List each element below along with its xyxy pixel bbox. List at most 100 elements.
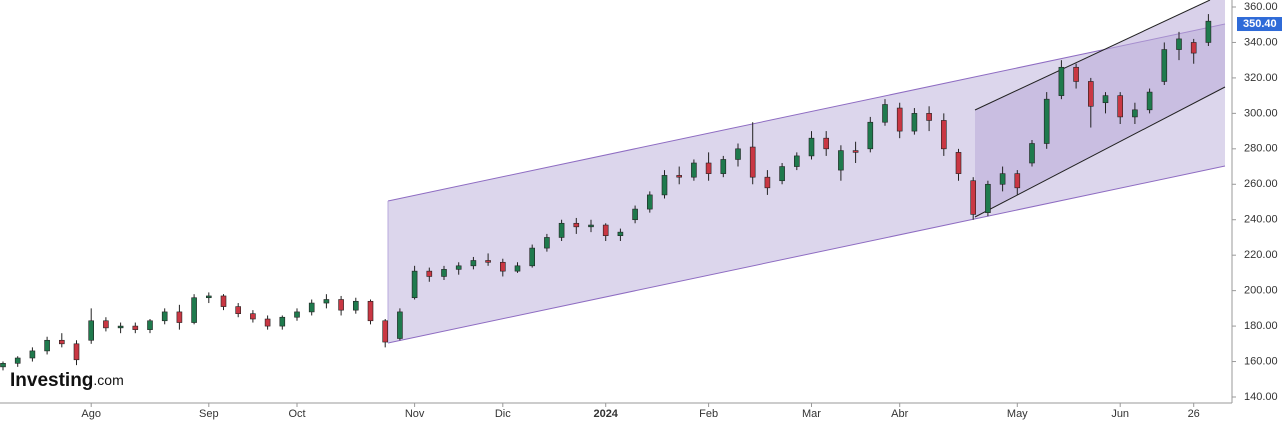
candle-body: [896, 107, 903, 132]
candle-body: [0, 363, 6, 368]
candle-body: [1088, 81, 1094, 107]
candles: [0, 14, 1212, 371]
candle-body: [867, 121, 874, 150]
x-tick-label: 2024: [593, 408, 618, 420]
candle-body: [338, 299, 344, 311]
candle-body: [558, 222, 565, 238]
y-tick-label: 280.00: [1244, 143, 1278, 155]
candle-body: [617, 231, 624, 236]
candle-body: [705, 162, 712, 174]
candle-body: [206, 295, 212, 299]
candle-body: [1132, 109, 1138, 118]
candle-body: [632, 208, 638, 221]
candle-body: [294, 311, 300, 318]
x-tick-label: Mar: [802, 408, 821, 420]
candle-body: [1058, 66, 1065, 96]
candle-body: [1176, 38, 1182, 50]
candle-body: [588, 224, 594, 228]
candle-body: [1102, 95, 1109, 104]
y-tick-label: 180.00: [1244, 320, 1278, 332]
x-tick-label: Nov: [405, 408, 425, 420]
candle-body: [970, 180, 977, 215]
candle-body: [250, 313, 256, 320]
x-tick-label: Jun: [1111, 408, 1129, 420]
candle-body: [911, 113, 918, 132]
channel-lower: [387, 165, 1226, 344]
candle-body: [646, 194, 653, 210]
candle-body: [940, 120, 947, 150]
candle-body: [279, 316, 286, 327]
y-tick-label: 260.00: [1244, 178, 1278, 190]
candle-body: [264, 318, 271, 327]
candle-body: [779, 166, 785, 182]
y-tick-label: 240.00: [1244, 214, 1278, 226]
candle-body: [661, 175, 668, 196]
x-tick-label: Dic: [495, 408, 511, 420]
candle-body: [735, 148, 741, 160]
candle-body: [147, 320, 153, 330]
candle-body: [838, 150, 844, 171]
candle-body: [117, 325, 124, 329]
candle-body: [441, 269, 447, 277]
candle-body: [499, 261, 506, 272]
candle-body: [58, 339, 65, 345]
x-tick-label: May: [1007, 408, 1028, 420]
candle-body: [691, 162, 697, 178]
inner-channel-lower: [974, 86, 1226, 218]
candle-body: [44, 339, 50, 352]
candle-body: [999, 173, 1006, 185]
candle-body: [382, 320, 389, 343]
candle-body: [191, 297, 197, 323]
candle-body: [367, 300, 374, 322]
y-tick-label: 220.00: [1244, 249, 1278, 261]
logo-brand: Investing: [10, 370, 93, 391]
x-tick-label: Ago: [81, 408, 101, 420]
axes: 140.00 160.00 180.00 200.00 220.00 240.00 260.…: [81, 1, 1282, 420]
channel-upper: [387, 23, 1226, 202]
candle-body: [1161, 49, 1168, 82]
candle-body: [470, 260, 477, 267]
last-price-box: [1237, 17, 1282, 32]
candle-body: [73, 343, 80, 361]
candle-body: [544, 237, 550, 249]
candle-body: [1190, 42, 1197, 54]
candle-body: [1117, 95, 1123, 118]
logo-suffix: .com: [93, 372, 123, 388]
candle-body: [955, 152, 962, 174]
logo: Investing.com: [10, 370, 124, 391]
candle-body: [1043, 98, 1050, 144]
candle-body: [352, 300, 359, 311]
inner-channel-upper: [974, 0, 1211, 111]
candle-body: [573, 222, 580, 228]
candle-body: [764, 176, 771, 189]
candle-body: [88, 320, 94, 341]
x-tick-label: Oct: [288, 408, 305, 420]
candle-body: [1205, 20, 1212, 43]
y-tick-label: 160.00: [1244, 355, 1278, 367]
candle-body: [749, 146, 756, 178]
candle-body: [323, 299, 330, 304]
candle-body: [514, 265, 521, 272]
y-tick-label: 360.00: [1244, 1, 1278, 13]
candle-body: [220, 295, 227, 307]
candle-body: [176, 311, 183, 323]
candle-body: [1029, 143, 1035, 164]
y-tick-label: 300.00: [1244, 107, 1278, 119]
candle-body: [485, 260, 491, 263]
y-tick-label: 320.00: [1244, 72, 1278, 84]
last-price-label: 350.40: [1243, 18, 1277, 30]
candle-body: [455, 265, 462, 270]
y-tick-label: 340.00: [1244, 36, 1278, 48]
y-tick-label: 200.00: [1244, 285, 1278, 297]
x-tick-label: 26: [1188, 408, 1200, 420]
candle-body: [14, 357, 21, 364]
candle-body: [235, 306, 241, 314]
candle-body: [308, 302, 315, 313]
candle-body: [676, 175, 683, 178]
candle-body: [529, 247, 536, 267]
candle-body: [852, 150, 859, 153]
candle-body: [1073, 66, 1079, 82]
candle-body: [823, 137, 830, 150]
candle-body: [1146, 91, 1153, 111]
candle-body: [926, 113, 932, 121]
